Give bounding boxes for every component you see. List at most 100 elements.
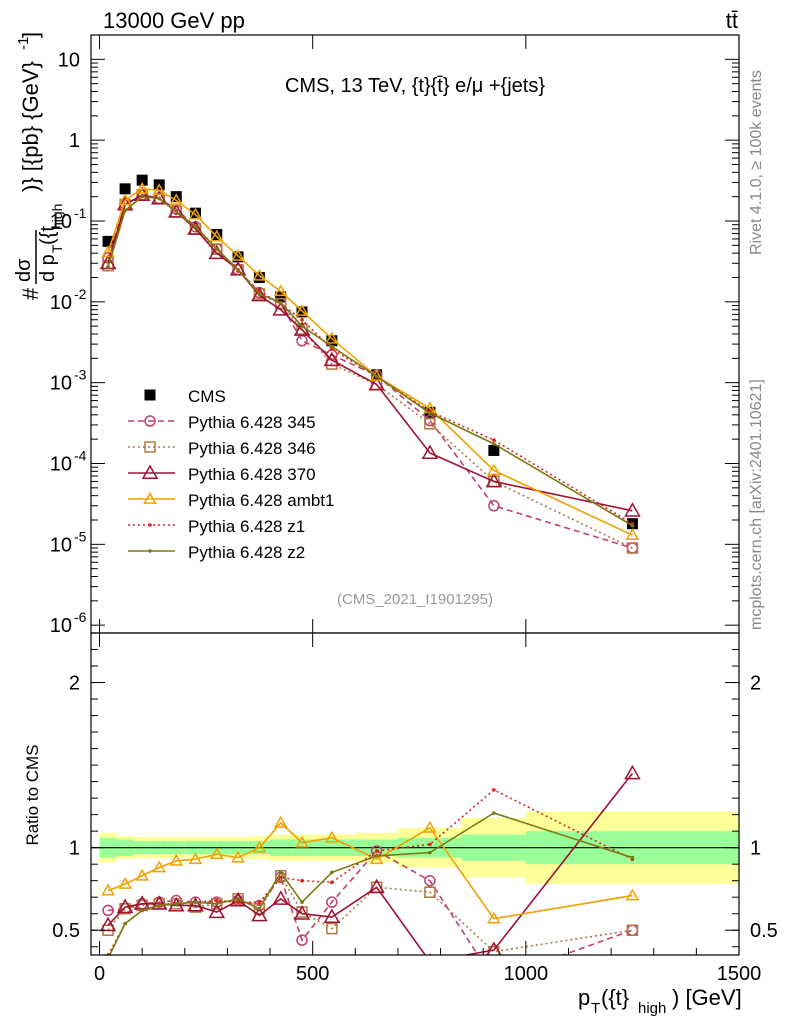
x-label-mid: ({t} [601,985,629,1010]
series-line-3 [108,195,632,511]
series-6-point-4 [174,210,178,214]
x-tick-label-3: 1500 [717,963,762,985]
legend-label-4: Pythia 6.428 ambt1 [188,491,334,510]
legend-label-2: Pythia 6.428 346 [188,439,316,458]
x-tick-label-2: 1000 [504,963,549,985]
ratio-5-point-9 [279,871,283,875]
series-5-point-10 [300,318,304,322]
y-tick-exp-1: -5 [74,528,87,544]
plot-canvas: 13000 GeV pp tt̄ Rivet 4.1.0, ≥ 100k eve… [0,0,786,1024]
ratio-5-point-11 [330,871,334,875]
series-1-point-14 [489,501,499,511]
legend-label-1: Pythia 6.428 345 [188,413,316,432]
y-label-num: dσ [13,258,35,282]
legend-marker-6 [148,549,152,553]
y-tick-label-3: 10 [50,373,72,395]
legend-label-3: Pythia 6.428 370 [188,465,316,484]
x-label-sub: T [591,1000,600,1017]
ratio-0-point-15 [627,925,637,935]
legend-marker-0 [145,390,156,401]
ratio-4-point-14 [492,788,496,792]
y-label-den: d p [37,254,59,282]
header-right: tt̄ [726,8,738,33]
series-6-point-12 [375,374,379,378]
ratio-4-point-13 [428,843,432,847]
ratio-y-tick-label-0: 0.5 [52,920,80,942]
ratio-y-tick-label-1: 1 [69,838,80,860]
main-y-label: # dσ d p T ({t high )} [{pb} {GeV} -1 ] [13,32,65,300]
series-6-point-11 [330,345,334,349]
series-4 [103,183,638,539]
series-6-point-5 [194,225,198,229]
series-6-point-14 [492,442,496,446]
y-tick-exp-5: -1 [74,205,87,221]
ratio-2-point-15 [625,766,639,778]
series-5 [106,195,634,526]
series-line-4 [108,189,632,535]
x-label-p: p [578,985,590,1010]
series-6-point-8 [258,292,262,296]
ratio-panel: 0.5 0.51 12 20 500 1000 1500 [52,633,778,985]
ratio-5-point-5 [194,900,198,904]
series-0 [103,175,638,530]
ratio-y-label: Ratio to CMS [23,744,42,845]
ratio-4-point-8 [258,900,262,904]
ratio-5-point-4 [174,902,178,906]
series-6-point-0 [106,265,110,269]
ratio-y-tick-label-right-1: 1 [750,838,761,860]
series-6-point-13 [428,411,432,415]
ratio-4-point-6 [215,899,219,903]
ratio-0-point-14 [489,975,499,985]
ratio-2-point-13 [423,955,437,967]
x-tick-label-0: 0 [94,963,105,985]
series-6-point-1 [123,209,127,213]
ratio-5-point-14 [492,811,496,815]
legend-marker-3 [143,466,157,478]
ratio-4-point-10 [300,879,304,883]
y-tick-label-6: 1 [69,130,80,152]
ratio-4-point-12 [375,849,379,853]
y-label-units-end: ] [18,32,43,38]
ratio-5-point-3 [157,904,161,908]
y-tick-exp-0: -6 [74,609,87,625]
ratio-5-point-7 [236,897,240,901]
y-tick-label-2: 10 [50,453,72,475]
main-title: CMS, 13 TeV, {t}{t̄} e/μ +{jets} [285,75,545,97]
ratio-series-2 [101,766,639,966]
ratio-5-point-1 [123,922,127,926]
series-6-point-3 [157,197,161,201]
ratio-3-point-15 [627,890,638,900]
y-label-units: )} [{pb} {GeV} [18,61,43,192]
ratio-panel-frame [91,633,739,955]
y-tick-label-7: 10 [58,49,80,71]
series-6-point-15 [631,524,635,528]
series-3 [101,188,639,516]
ratio-line-1 [108,876,632,952]
series-line-5 [108,197,632,524]
ratio-axes: 0.5 0.51 12 20 500 1000 1500 [52,633,778,985]
y-tick-label-0: 10 [50,615,72,637]
header-left: 13000 GeV pp [103,8,245,33]
ratio-5-point-15 [631,856,635,860]
series-1-point-10 [297,336,307,346]
main-panel-marks [101,175,639,553]
y-label-high: high [49,204,65,230]
ratio-y-tick-label-right-0: 0.5 [750,920,778,942]
series-line-6 [108,197,632,526]
legend: CMSPythia 6.428 345Pythia 6.428 346Pythi… [128,387,334,562]
series-6-point-2 [140,195,144,199]
ratio-4-point-11 [330,881,334,885]
ratio-5-point-10 [300,900,304,904]
ratio-5-point-6 [215,902,219,906]
mcplots-label: mcplots.cern.ch [arXiv:2401.10621] [748,379,765,630]
x-label-end: ) [GeV] [672,985,742,1010]
ratio-5-point-12 [375,854,379,858]
ratio-y-tick-label-right-2: 2 [750,673,761,695]
ratio-5-point-2 [140,909,144,913]
y-tick-exp-3: -3 [74,367,87,383]
series-6-point-7 [236,268,240,272]
y-tick-exp-4: -2 [74,286,87,302]
x-label-high: high [638,1000,666,1017]
